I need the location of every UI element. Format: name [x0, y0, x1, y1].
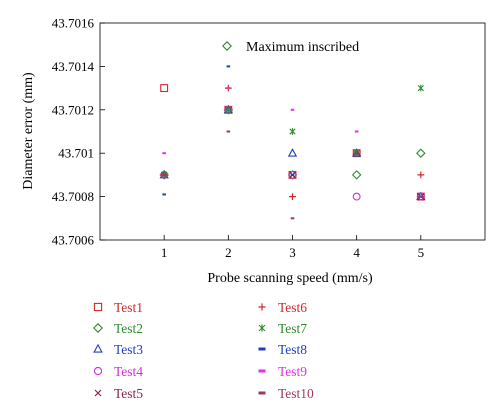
x-axis: 1 2 3 4 5: [161, 235, 424, 260]
legend-label: Test10: [278, 386, 314, 401]
legend-dash-icon: [258, 391, 266, 395]
legend-asterisk-icon: [258, 324, 266, 332]
data-point-test10: [290, 217, 295, 220]
y-tick-label: 43.7008: [52, 189, 94, 204]
data-point-test8: [290, 173, 295, 176]
data-point-test2: [416, 148, 426, 158]
data-point-test10: [226, 130, 231, 133]
legend-square-icon: [93, 302, 103, 312]
legend-label: Test5: [114, 386, 143, 401]
data-point-test4: [288, 170, 297, 179]
y-tick-label: 43.7014: [52, 59, 95, 74]
data-points: [159, 65, 426, 220]
legend-item-test10: Test10: [258, 386, 314, 401]
y-axis: 43.7006 43.7008 43.701 43.7012 43.7014 43.701…: [52, 16, 105, 248]
legend-item-test5: Test5: [94, 386, 143, 401]
data-point-test7: [417, 84, 424, 92]
legend-label: Test4: [114, 364, 143, 379]
legend-dash-icon: [258, 369, 266, 373]
y-tick-label: 43.7012: [52, 102, 94, 117]
annotation-diamond-icon: [222, 41, 232, 51]
legend-label: Test7: [278, 321, 307, 336]
legend-label: Test8: [278, 342, 307, 357]
data-point-test4: [352, 192, 361, 201]
legend-item-test2: Test2: [93, 321, 143, 336]
x-tick-label: 5: [418, 245, 425, 260]
legend-label: Test9: [278, 364, 307, 379]
data-point-test8: [226, 65, 231, 68]
x-axis-label: Probe scanning speed (mm/s): [207, 271, 373, 286]
legend-x-icon: [94, 389, 102, 397]
plot-annotation: Maximum inscribed: [222, 40, 359, 55]
legend-triangle-icon: [93, 343, 103, 353]
legend-label: Test1: [114, 300, 143, 315]
data-point-test7: [289, 128, 296, 135]
legend: Test1 Test2 Test3 Test4 Test5 Test6 Test7 Test8…: [93, 300, 314, 401]
legend-item-test8: Test8: [258, 342, 307, 357]
data-point-test9: [226, 87, 231, 90]
annotation-label: Maximum inscribed: [246, 40, 359, 55]
y-tick-label: 43.7016: [52, 16, 95, 31]
x-tick-label: 3: [289, 245, 296, 260]
data-point-test9: [162, 152, 166, 155]
legend-diamond-icon: [93, 323, 103, 333]
data-point-test10: [354, 152, 359, 155]
data-point-test4: [416, 192, 425, 201]
legend-item-test7: Test7: [258, 321, 307, 336]
data-point-test3: [287, 148, 298, 157]
y-tick-label: 43.7006: [52, 233, 95, 248]
data-point-test10: [162, 173, 166, 176]
y-axis-label: Diameter error (mm): [21, 72, 36, 190]
legend-label: Test3: [114, 342, 143, 357]
x-tick-label: 4: [353, 245, 360, 260]
data-point-test10: [419, 195, 423, 198]
x-tick-label: 2: [225, 245, 232, 260]
data-point-test8: [162, 193, 166, 196]
y-tick-label: 43.701: [58, 146, 94, 161]
data-point-test6: [417, 171, 425, 179]
legend-label: Test6: [278, 300, 307, 315]
legend-item-test4: Test4: [93, 364, 143, 379]
legend-item-test1: Test1: [93, 300, 143, 315]
data-point-test9: [290, 108, 295, 111]
data-point-test2: [351, 170, 362, 180]
data-point-test9: [354, 130, 359, 133]
legend-dash-icon: [258, 347, 266, 351]
data-point-test7: [225, 106, 232, 114]
data-point-test1: [160, 84, 169, 93]
legend-item-test9: Test9: [258, 364, 307, 379]
legend-item-test6: Test6: [258, 300, 307, 315]
legend-circle-icon: [93, 366, 103, 376]
x-tick-label: 1: [161, 245, 168, 260]
legend-item-test3: Test3: [93, 342, 143, 357]
legend-plus-icon: [258, 303, 266, 311]
legend-label: Test2: [114, 321, 143, 336]
data-point-test6: [289, 193, 296, 200]
